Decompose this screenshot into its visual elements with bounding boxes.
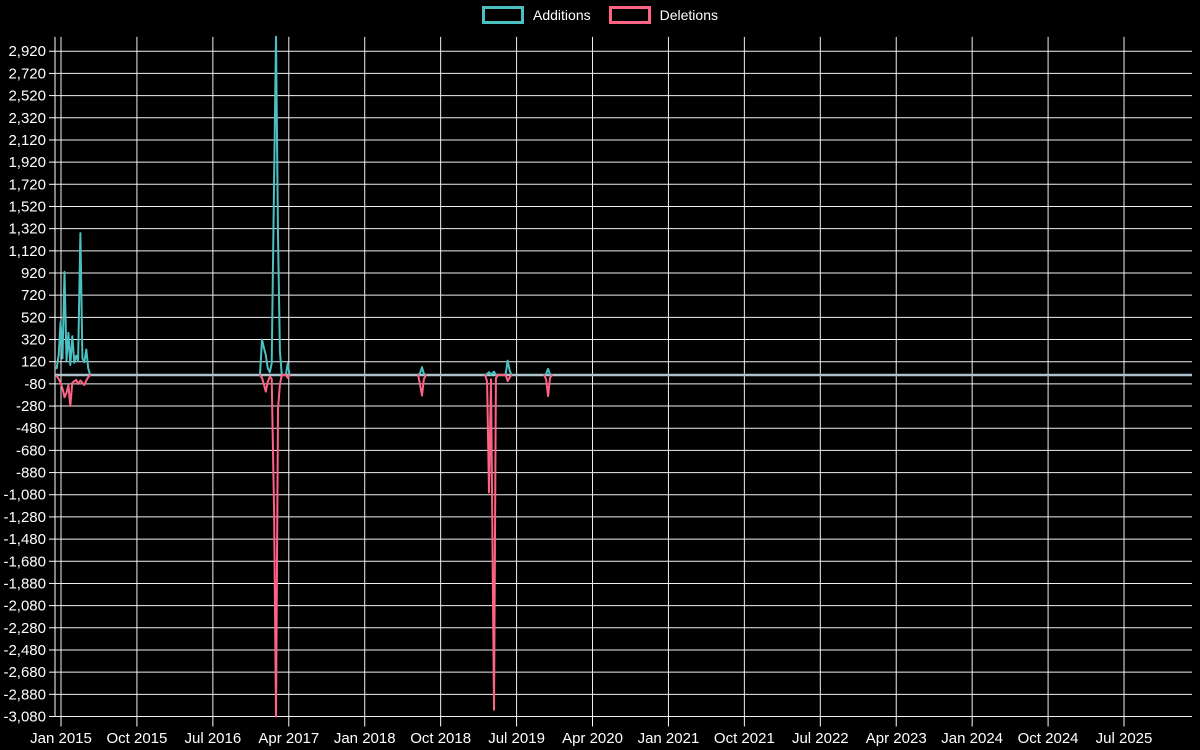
y-tick-label: -480 <box>16 420 46 437</box>
deletions-line <box>55 374 92 407</box>
x-tick-label: Jul 2016 <box>185 730 242 747</box>
chart-legend: Additions Deletions <box>0 6 1200 24</box>
y-tick-label: -880 <box>16 465 46 482</box>
legend-item-additions[interactable]: Additions <box>482 6 591 24</box>
y-tick-label: -2,280 <box>3 620 46 637</box>
y-tick-label: 1,120 <box>8 243 46 260</box>
additions-line <box>259 35 291 376</box>
x-tick-label: Oct 2024 <box>1018 730 1079 747</box>
x-tick-label: Jan 2015 <box>30 730 92 747</box>
legend-item-deletions[interactable]: Deletions <box>608 6 718 24</box>
x-tick-label: Jan 2021 <box>638 730 700 747</box>
deletions-legend-label: Deletions <box>659 7 718 23</box>
x-tick-label: Oct 2015 <box>106 730 167 747</box>
x-tick-label: Jul 2022 <box>792 730 849 747</box>
x-tick-label: Jan 2018 <box>334 730 396 747</box>
x-tick-label: Apr 2023 <box>866 730 927 747</box>
y-tick-label: -1,280 <box>3 509 46 526</box>
deletions-line <box>417 374 427 397</box>
deletions-legend-swatch <box>608 6 651 24</box>
x-tick-label: Oct 2021 <box>714 730 775 747</box>
additions-line <box>417 366 427 376</box>
y-tick-label: -2,080 <box>3 598 46 615</box>
y-tick-label: 2,720 <box>8 65 46 82</box>
y-tick-label: -280 <box>16 398 46 415</box>
y-tick-label: 1,920 <box>8 154 46 171</box>
y-tick-label: 2,120 <box>8 132 46 149</box>
axis-ticks <box>49 50 1125 727</box>
x-tick-label: Apr 2017 <box>258 730 319 747</box>
additions-legend-swatch <box>482 6 525 24</box>
y-tick-label: -80 <box>24 376 46 393</box>
y-tick-label: -1,080 <box>3 487 46 504</box>
grid-lines <box>55 36 1192 717</box>
deletions-line <box>259 374 291 718</box>
x-tick-label: Jan 2024 <box>941 730 1003 747</box>
y-tick-label: -1,880 <box>3 575 46 592</box>
y-tick-label: 2,920 <box>8 43 46 60</box>
y-tick-label: 1,320 <box>8 221 46 238</box>
y-tick-label: -2,680 <box>3 664 46 681</box>
y-tick-label: 2,520 <box>8 88 46 105</box>
y-tick-label: -2,480 <box>3 642 46 659</box>
additions-line <box>55 232 92 376</box>
y-tick-label: 520 <box>21 309 46 326</box>
y-tick-label: 2,320 <box>8 110 46 127</box>
y-tick-label: 1,520 <box>8 198 46 215</box>
x-tick-label: Oct 2018 <box>410 730 471 747</box>
deletions-line <box>484 374 513 711</box>
x-tick-label: Jul 2019 <box>488 730 545 747</box>
axis-labels: 2,920 2,720 2,520 2,320 2,120 1,920 1,720 1,520… <box>3 43 1152 747</box>
y-tick-label: 1,720 <box>8 176 46 193</box>
additions-line <box>484 359 513 376</box>
data-series <box>55 35 553 718</box>
y-tick-label: 720 <box>21 287 46 304</box>
y-tick-label: -3,080 <box>3 708 46 725</box>
y-tick-label: -680 <box>16 442 46 459</box>
x-tick-label: Jul 2025 <box>1096 730 1153 747</box>
additions-line <box>543 367 553 376</box>
y-tick-label: -2,880 <box>3 686 46 703</box>
x-tick-label: Apr 2020 <box>562 730 623 747</box>
y-tick-label: -1,480 <box>3 531 46 548</box>
deletions-line <box>543 374 553 398</box>
y-tick-label: 920 <box>21 265 46 282</box>
y-tick-label: 320 <box>21 332 46 349</box>
y-tick-label: -1,680 <box>3 553 46 570</box>
y-tick-label: 120 <box>21 354 46 371</box>
additions-legend-label: Additions <box>533 7 591 23</box>
